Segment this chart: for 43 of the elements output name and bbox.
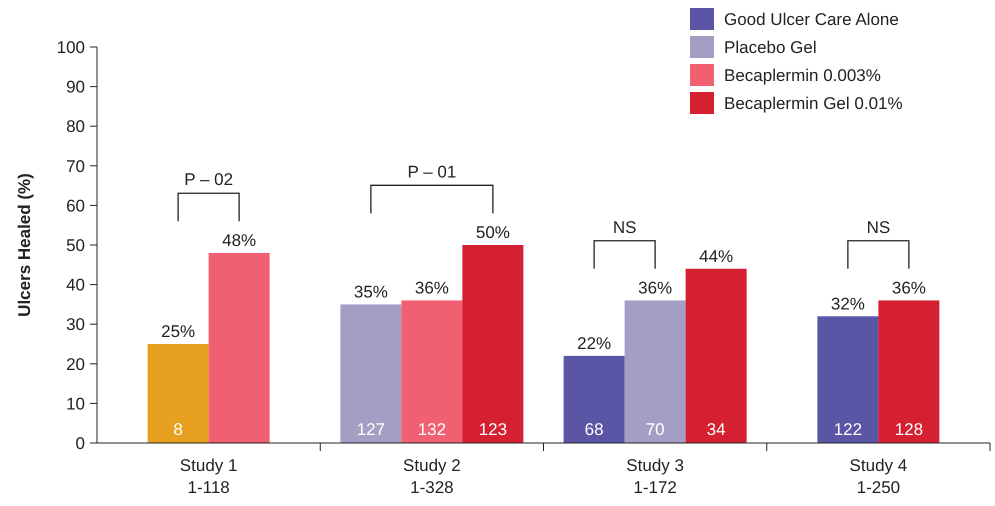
legend-label: Becaplermin Gel 0.01% [724, 94, 903, 113]
data-label: 36% [638, 278, 672, 298]
legend-label: Good Ulcer Care Alone [724, 10, 899, 29]
data-label: 25% [161, 322, 196, 341]
data-label: 44% [699, 246, 734, 266]
y-tick-label: 0 [76, 434, 85, 453]
y-tick-label: 60 [66, 196, 85, 216]
annotation: P – 01 [407, 162, 456, 182]
annotation: 70 [646, 420, 665, 439]
annotation: 128 [894, 420, 924, 439]
y-tick-label: 100 [56, 38, 85, 57]
x-tick-label: Study 2 1-328 [403, 456, 461, 497]
annotation: 127 [356, 420, 386, 439]
legend-label: Placebo Gel [724, 38, 817, 57]
x-tick-label: Study 4 1-250 [850, 456, 908, 497]
y-tick-label: 40 [66, 276, 85, 295]
annotation: NS [612, 218, 636, 237]
y-tick-label: 10 [66, 394, 85, 414]
annotation: 123 [478, 420, 508, 439]
annotation: 8 [173, 420, 183, 439]
annotation: 68 [584, 420, 604, 439]
annotation: 122 [834, 420, 862, 439]
annotation: NS [866, 218, 890, 237]
x-tick-label: Study 3 1-172 [626, 456, 684, 497]
annotation: 34 [706, 420, 726, 439]
data-label: 36% [892, 278, 926, 298]
y-axis-title: Ulcers Healed (%) [15, 173, 34, 317]
data-label: 50% [476, 223, 510, 242]
data-label: 32% [830, 294, 865, 314]
data-label: 36% [414, 278, 449, 298]
legend-label: Becaplermin 0.003% [724, 66, 881, 85]
y-tick-label: 80 [66, 117, 85, 136]
data-label: 22% [577, 334, 612, 353]
data-label: 35% [354, 282, 388, 302]
y-tick-label: 20 [66, 354, 85, 374]
y-tick-label: 70 [66, 156, 85, 176]
annotation: 132 [418, 420, 446, 439]
y-tick-label: 90 [66, 78, 85, 97]
annotation: P – 02 [184, 170, 234, 190]
y-tick-label: 50 [66, 236, 85, 255]
data-label: 48% [222, 230, 256, 250]
x-tick-label: Study 1 1-118 [180, 456, 238, 497]
y-tick-label: 30 [66, 315, 85, 334]
